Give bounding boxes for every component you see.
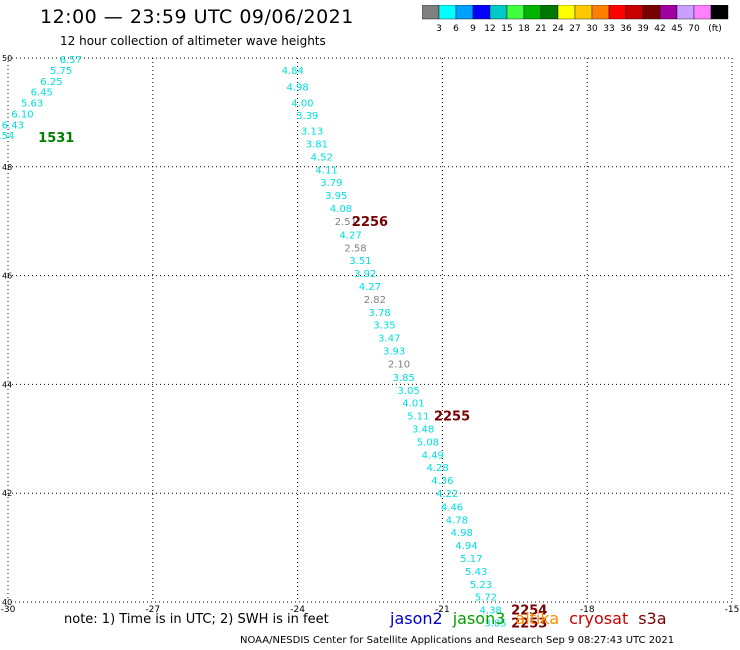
wave-height-label: 3.85 <box>393 373 415 384</box>
wave-height-label: 5.54 <box>0 131 14 142</box>
wave-height-label: 3.78 <box>369 308 391 319</box>
color-scale-legend: 3 6 9 12 15 18 21 24 27 30 33 36 39 42 45 70 (ft) <box>422 5 729 34</box>
wave-height-label: 5.11 <box>407 411 429 422</box>
wave-height-label: 6.57 <box>60 55 82 66</box>
wave-height-label: 4.22 <box>436 489 458 500</box>
legend-item-s3a: s3a <box>638 609 667 628</box>
wave-height-label: 4.52 <box>311 152 333 163</box>
wave-height-label: 2.51 <box>335 217 357 228</box>
wave-height-label: 2.58 <box>344 243 366 254</box>
color-scale-label: 6 <box>453 24 459 34</box>
color-scale-label: 36 <box>620 24 632 34</box>
wave-height-label: 4.36 <box>431 476 453 487</box>
x-tick-label: -21 <box>435 605 450 615</box>
legend-item-jason3: jason3 <box>452 609 506 628</box>
color-scale-label: 9 <box>470 24 476 34</box>
wave-height-label: 4.28 <box>426 463 448 474</box>
wave-height-label: 4.01 <box>402 398 424 409</box>
wave-height-label: 5.23 <box>470 580 492 591</box>
wave-height-label: 6.10 <box>11 109 33 120</box>
wave-height-label: 5.08 <box>417 438 439 449</box>
x-tick-label: -24 <box>290 605 305 615</box>
color-scale-label: 27 <box>569 24 580 34</box>
plot-frame <box>7 57 733 603</box>
wave-height-label: 2.82 <box>364 295 386 306</box>
wave-height-label: 4.27 <box>340 230 362 241</box>
y-tick-label: 46 <box>2 272 12 281</box>
wave-height-label: 4.11 <box>315 166 337 177</box>
wave-height-label: 4.94 <box>455 541 477 552</box>
wave-height-label: 4.00 <box>291 99 313 110</box>
wave-height-label: 5.43 <box>465 567 487 578</box>
color-scale-label: 45 <box>671 24 682 34</box>
legend-item-altika: altika <box>515 609 560 628</box>
color-scale-label: 33 <box>603 24 614 34</box>
y-tick-label: 44 <box>2 380 12 389</box>
wave-height-label: 4.78 <box>446 515 468 526</box>
color-scale-label: 42 <box>654 24 665 34</box>
color-scale-label: 30 <box>586 24 598 34</box>
wave-height-label: 3.13 <box>301 126 323 137</box>
wave-height-label: 3.92 <box>354 269 376 280</box>
wave-height-label: 4.84 <box>282 66 304 77</box>
wave-height-label: 3.39 <box>296 111 318 122</box>
wave-height-label: 4.08 <box>330 204 352 215</box>
wave-height-label: 3.05 <box>397 386 419 397</box>
chart-title: 12:00 — 23:59 UTC 09/06/2021 <box>40 6 354 28</box>
color-swatch <box>710 5 729 20</box>
wave-height-label: 3.85 <box>484 619 506 630</box>
wave-height-label: 3.93 <box>383 347 405 358</box>
legend-item-jason2: jason2 <box>390 609 443 628</box>
wave-height-label: 3.47 <box>378 334 400 345</box>
y-tick-label: 48 <box>2 163 12 172</box>
color-scale-label: 70 <box>688 24 700 34</box>
color-scale-label: 3 <box>436 24 442 34</box>
x-tick-label: -27 <box>145 605 160 615</box>
x-tick-label: -30 <box>1 605 16 615</box>
wave-height-label: 6.25 <box>40 77 62 88</box>
color-scale-label: 12 <box>484 24 495 34</box>
pass-time-label: 2255 <box>434 409 470 424</box>
pass-time-label: 2253 <box>511 617 547 632</box>
color-scale-unit: (ft) <box>708 24 722 34</box>
footer-note: note: 1) Time is in UTC; 2) SWH is in fe… <box>64 612 329 627</box>
wave-height-label: 2.10 <box>388 360 410 371</box>
wave-height-label: 6.43 <box>2 120 24 131</box>
wave-height-label: 3.81 <box>306 139 328 150</box>
wave-height-label: 5.72 <box>475 593 497 604</box>
wave-height-label: 4.46 <box>441 502 463 513</box>
pass-time-label: 2256 <box>352 215 388 230</box>
footer-credit: NOAA/NESDIS Center for Satellite Applica… <box>240 635 675 646</box>
legend-item-cryosat: cryosat <box>569 609 629 628</box>
pass-time-label: 2254 <box>511 604 547 619</box>
wave-height-label: 3.35 <box>373 321 395 332</box>
wave-height-label: 3.51 <box>349 256 371 267</box>
wave-height-label: 4.27 <box>359 282 381 293</box>
chart-subtitle: 12 hour collection of altimeter wave hei… <box>60 34 326 48</box>
wave-height-label: 4.98 <box>451 528 473 539</box>
color-scale-label: 18 <box>518 24 530 34</box>
satellite-legend: jason2 jason3 altika cryosat s3a <box>390 609 677 628</box>
wave-height-label: 5.63 <box>21 99 43 110</box>
wave-height-label: 5.75 <box>50 66 72 77</box>
pass-time-label: 1531 <box>38 131 74 146</box>
wave-height-label: 3.48 <box>412 424 434 435</box>
wave-height-label: 4.98 <box>286 82 308 93</box>
y-tick-label: 40 <box>2 598 12 607</box>
x-tick-label: -15 <box>725 605 740 615</box>
color-scale-label: 21 <box>535 24 546 34</box>
x-tick-label: -18 <box>580 605 595 615</box>
color-scale-label: 39 <box>637 24 649 34</box>
wave-height-label: 4.38 <box>480 606 502 617</box>
wave-height-label: 4.49 <box>422 451 444 462</box>
color-scale-label: 15 <box>501 24 512 34</box>
y-tick-label: 50 <box>2 54 12 63</box>
wave-height-label: 3.95 <box>325 191 347 202</box>
wave-height-label: 5.17 <box>460 554 482 565</box>
color-scale-label: 24 <box>552 24 564 34</box>
wave-height-label: 3.79 <box>320 178 342 189</box>
wave-height-label: 6.45 <box>31 88 53 99</box>
y-tick-label: 42 <box>2 489 12 498</box>
